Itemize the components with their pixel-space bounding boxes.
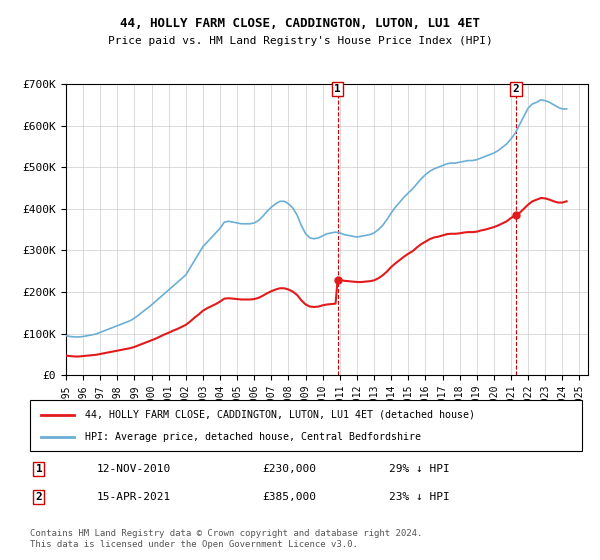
Text: £385,000: £385,000 <box>262 492 316 502</box>
Text: Price paid vs. HM Land Registry's House Price Index (HPI): Price paid vs. HM Land Registry's House … <box>107 36 493 46</box>
Text: HPI: Average price, detached house, Central Bedfordshire: HPI: Average price, detached house, Cent… <box>85 432 421 442</box>
Text: 2: 2 <box>35 492 42 502</box>
Text: 15-APR-2021: 15-APR-2021 <box>96 492 170 502</box>
Text: 2: 2 <box>512 84 520 94</box>
Text: 1: 1 <box>334 84 341 94</box>
Text: 44, HOLLY FARM CLOSE, CADDINGTON, LUTON, LU1 4ET (detached house): 44, HOLLY FARM CLOSE, CADDINGTON, LUTON,… <box>85 409 475 419</box>
Text: 1: 1 <box>35 464 42 474</box>
Text: 29% ↓ HPI: 29% ↓ HPI <box>389 464 449 474</box>
Text: 23% ↓ HPI: 23% ↓ HPI <box>389 492 449 502</box>
Text: 12-NOV-2010: 12-NOV-2010 <box>96 464 170 474</box>
Text: £230,000: £230,000 <box>262 464 316 474</box>
Text: 44, HOLLY FARM CLOSE, CADDINGTON, LUTON, LU1 4ET: 44, HOLLY FARM CLOSE, CADDINGTON, LUTON,… <box>120 17 480 30</box>
Text: Contains HM Land Registry data © Crown copyright and database right 2024.
This d: Contains HM Land Registry data © Crown c… <box>30 529 422 549</box>
FancyBboxPatch shape <box>30 400 582 451</box>
